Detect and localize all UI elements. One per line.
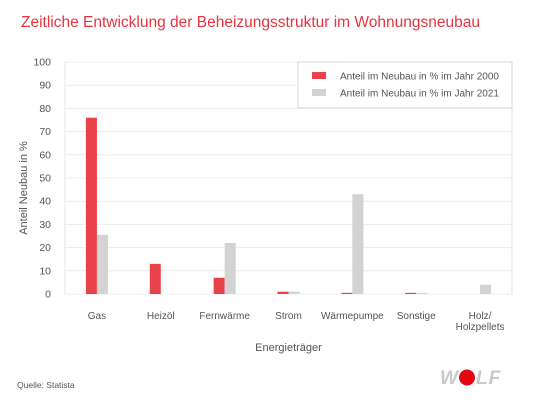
y-tick-label: 100 (33, 57, 51, 69)
x-tick-label: Gas (88, 311, 106, 322)
y-axis-title: Anteil Neubau in % (18, 141, 30, 235)
x-tick-label: Heizöl (147, 311, 175, 322)
bar-2000 (85, 117, 97, 295)
legend-box (297, 61, 513, 109)
x-tick-label: Strom (275, 311, 302, 322)
svg-text:LF: LF (476, 368, 502, 387)
chart-title: Zeitliche Entwicklung der Beheizungsstru… (21, 14, 480, 31)
bar-2000 (213, 277, 225, 294)
svg-text:W: W (440, 368, 460, 387)
y-tick-label: 40 (39, 196, 51, 208)
x-tick-label: Holz/Holzpellets (456, 311, 505, 333)
source-note: Quelle: Statista (17, 380, 75, 390)
x-tick-label: Sonstige (397, 311, 436, 322)
legend-swatch (312, 72, 326, 79)
bar-2021 (416, 292, 428, 294)
y-tick-label: 60 (39, 149, 51, 161)
legend-label: Anteil im Neubau in % im Jahr 2000 (340, 72, 499, 83)
bar-2021 (352, 194, 364, 294)
y-tick-label: 30 (39, 219, 51, 231)
y-tick-label: 0 (45, 289, 51, 301)
legend-label: Anteil im Neubau in % im Jahr 2021 (340, 89, 499, 100)
x-tick-label: Fernwärme (199, 311, 250, 322)
bar-2021 (224, 242, 236, 294)
y-tick-label: 90 (39, 80, 51, 92)
bar-2000 (149, 263, 161, 294)
x-axis-title: Energieträger (255, 342, 322, 354)
wolf-logo: W LF (438, 367, 510, 389)
legend-swatch (312, 89, 326, 96)
y-tick-label: 80 (39, 103, 51, 115)
x-tick-label: Wärmepumpe (321, 311, 384, 322)
bar-2000 (277, 291, 289, 294)
y-tick-label: 70 (39, 126, 51, 138)
y-tick-label: 50 (39, 173, 51, 185)
y-tick-label: 10 (39, 265, 51, 277)
bar-2021 (288, 291, 300, 294)
y-tick-label: 20 (39, 242, 51, 254)
bar-2021 (480, 284, 492, 294)
bar-2000 (341, 292, 353, 294)
bar-2021 (96, 234, 108, 294)
bar-2000 (405, 292, 417, 294)
